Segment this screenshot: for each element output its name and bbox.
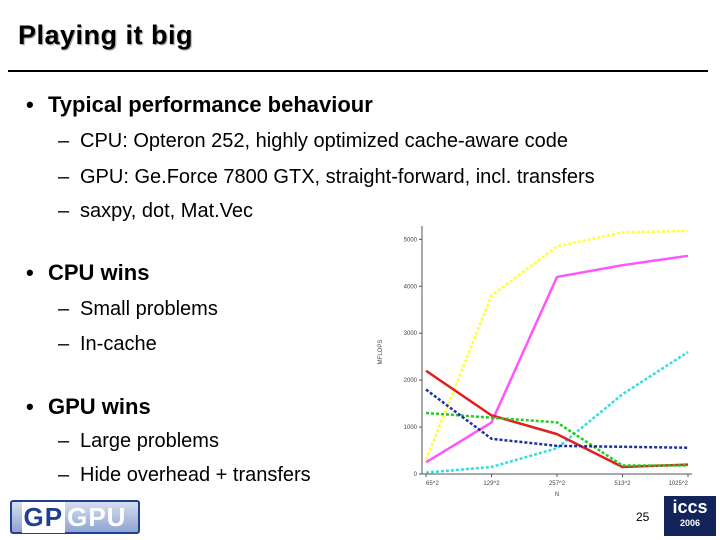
gpgpu-logo-part-2: GPU <box>67 501 127 532</box>
sub-bullet-marker: – <box>58 430 70 452</box>
bullet-1-sub-2: – GPU: Ge.Force 7800 GTX, straight-forwar… <box>58 166 595 189</box>
y-tick-label: 3000 <box>404 331 418 337</box>
bullet-1-sub-1: – CPU: Opteron 252, highly optimized cach… <box>58 130 568 153</box>
series-line-2 <box>425 254 689 464</box>
bullet-3-sub-1-text: Large problems <box>80 430 219 452</box>
x-tick-label: 65^2 <box>426 481 439 487</box>
x-tick-label: 257^2 <box>549 481 566 487</box>
bullet-marker: • <box>26 394 34 419</box>
series-line-3 <box>425 350 689 474</box>
gpgpu-logo-part-1: GP <box>21 501 66 533</box>
y-tick-label: 1000 <box>404 425 418 431</box>
bullet-2: • CPU wins <box>26 260 149 286</box>
bullet-2-text: CPU wins <box>48 260 150 285</box>
bullet-2-sub-2-text: In-cache <box>80 333 157 355</box>
sub-bullet-marker: – <box>58 298 70 320</box>
slide-title: Playing it big <box>18 20 194 50</box>
y-tick-label: 2000 <box>404 378 418 384</box>
sub-bullet-marker: – <box>58 464 70 486</box>
series-line-1 <box>424 229 689 461</box>
bullet-1-sub-2-text: GPU: Ge.Force 7800 GTX, straight-forward… <box>80 166 595 188</box>
bullet-1-sub-3-text: saxpy, dot, Mat.Vec <box>80 200 254 222</box>
bullet-3: • GPU wins <box>26 394 151 420</box>
series-line-4 <box>425 369 689 469</box>
gpgpu-logo: GP GPU <box>10 500 140 534</box>
x-tick-label: 129^2 <box>483 481 500 487</box>
bullet-2-sub-1-text: Small problems <box>80 298 218 320</box>
bullet-3-sub-2-text: Hide overhead + transfers <box>80 464 311 486</box>
y-tick-label: 4000 <box>404 284 418 290</box>
x-tick-label: 513^2 <box>614 481 631 487</box>
bullet-3-text: GPU wins <box>48 394 151 419</box>
x-tick-label: 1025^2 <box>669 481 689 487</box>
bullet-marker: • <box>26 260 34 285</box>
y-tick-label: 5000 <box>404 237 418 243</box>
page-number: 25 <box>636 510 650 524</box>
performance-chart: 0 1000 2000 3000 4000 5000 65^2 129^2 257^2 513^2… <box>378 226 692 498</box>
bullet-1-sub-3: – saxpy, dot, Mat.Vec <box>58 200 253 223</box>
bullet-1-text: Typical performance behaviour <box>48 92 373 117</box>
series-line-6 <box>425 388 689 449</box>
series-line-5 <box>425 411 688 467</box>
title-divider <box>8 70 708 72</box>
sub-bullet-marker: – <box>58 200 70 222</box>
sub-bullet-marker: – <box>58 130 70 152</box>
sub-bullet-marker: – <box>58 166 70 188</box>
bullet-marker: • <box>26 92 34 117</box>
bullet-3-sub-1: – Large problems <box>58 430 219 453</box>
iccs-logo-mark: iccs <box>672 497 708 517</box>
bullet-1-sub-1-text: CPU: Opteron 252, highly optimized cache… <box>80 130 569 152</box>
y-axis-label: MFLOPS <box>378 340 384 365</box>
sub-bullet-marker: – <box>58 333 70 355</box>
iccs-logo: iccs 2006 <box>664 496 716 536</box>
bullet-3-sub-2: – Hide overhead + transfers <box>58 464 311 487</box>
y-tick-label: 0 <box>414 472 418 478</box>
bullet-1: • Typical performance behaviour <box>26 92 373 118</box>
bullet-2-sub-2: – In-cache <box>58 333 157 356</box>
bullet-2-sub-1: – Small problems <box>58 298 218 321</box>
x-axis-label: N <box>555 492 559 498</box>
iccs-logo-year: 2006 <box>679 518 701 528</box>
